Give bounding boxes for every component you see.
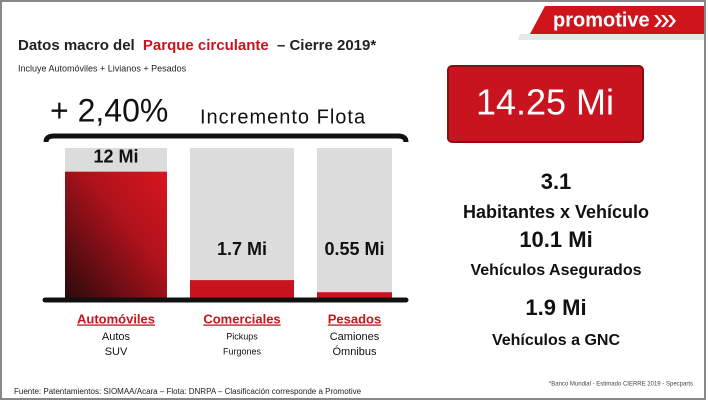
headline-value: + 2,40% xyxy=(50,92,168,128)
subcategory-label: Furgones xyxy=(223,346,262,356)
subcategory-label: SUV xyxy=(105,346,128,358)
subcategory-label: Ómnibus xyxy=(332,345,377,358)
category-label: Pesados xyxy=(328,311,381,326)
stat-label: Vehículos Asegurados xyxy=(470,262,641,279)
stat-label: Vehículos a GNC xyxy=(492,332,620,349)
total: 14.25 Mi xyxy=(476,82,614,123)
subcategory-label: Camiones xyxy=(330,331,380,343)
headline-label: Incremento Flota xyxy=(200,106,366,128)
bar xyxy=(317,292,392,298)
bracket xyxy=(43,133,409,143)
logo-shadow xyxy=(518,34,704,40)
logo: promotive xyxy=(553,9,650,31)
value-label: 0.55 Mi xyxy=(324,239,384,259)
bar-track xyxy=(190,148,294,298)
stat-value: 1.9 Mi xyxy=(525,295,586,320)
title-part: – Cierre 2019* xyxy=(277,37,376,54)
category-label: Comerciales xyxy=(203,311,280,326)
logo-chevrons xyxy=(654,15,676,27)
total-box xyxy=(447,65,644,143)
subtitle: Incluye Automóviles + Livianos + Pesados xyxy=(18,63,187,73)
title-part: Datos macro del xyxy=(18,37,135,54)
value-label: 12 Mi xyxy=(93,146,138,166)
value-label: 1.7 Mi xyxy=(217,239,267,259)
title: Datos macro del Parque circulante – Cier… xyxy=(18,37,376,54)
stat-value: 10.1 Mi xyxy=(519,227,592,252)
stat-label: Habitantes x Vehículo xyxy=(463,202,649,222)
bar-track xyxy=(317,148,392,298)
note: *Banco Mundial - Estimado CIERRE 2019 - … xyxy=(549,382,693,388)
source: Fuente: Patentamientos: SIOMAA/Acara – F… xyxy=(14,387,362,396)
bar xyxy=(190,280,294,298)
logo-band xyxy=(530,6,704,34)
bar xyxy=(65,171,167,298)
stat-value: 3.1 xyxy=(541,169,572,194)
subcategory-label: Autos xyxy=(102,331,131,343)
subcategory-label: Pickups xyxy=(226,331,258,341)
category-label: Automóviles xyxy=(77,311,155,326)
title-highlight: Parque circulante xyxy=(143,37,269,54)
